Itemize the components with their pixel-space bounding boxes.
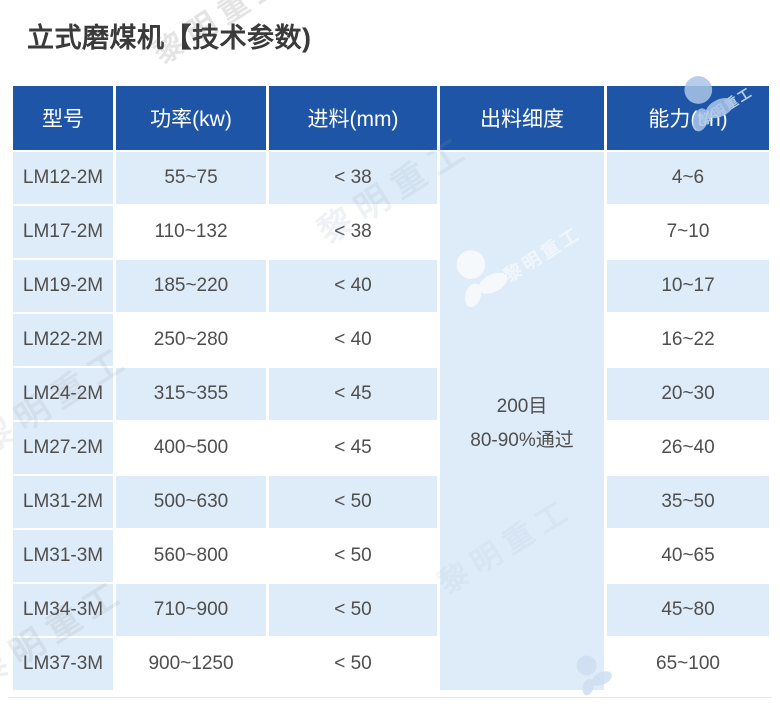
page-title: 立式磨煤机【技术参数) xyxy=(27,23,312,53)
cell-capacity: 40~65 xyxy=(607,530,769,582)
header-power: 功率(kw) xyxy=(116,86,266,150)
header-feed: 进料(mm) xyxy=(269,86,437,150)
cell-output-fineness: 200目 80-90%通过 xyxy=(440,152,604,690)
header-model: 型号 xyxy=(13,86,113,150)
cell-feed: < 50 xyxy=(269,584,437,636)
cell-model: LM22-2M xyxy=(13,314,113,366)
cell-power: 560~800 xyxy=(116,530,266,582)
cell-model: LM34-3M xyxy=(13,584,113,636)
cell-power: 900~1250 xyxy=(116,638,266,690)
cell-capacity: 65~100 xyxy=(607,638,769,690)
spec-table: 型号 功率(kw) 进料(mm) 出料细度 能力(t/h) LM12-2M 55~… xyxy=(10,84,772,692)
table-row: LM31-3M 560~800 < 50 40~65 xyxy=(13,530,769,582)
cell-capacity: 26~40 xyxy=(607,422,769,474)
header-fineness: 出料细度 xyxy=(440,86,604,150)
cell-capacity: 10~17 xyxy=(607,260,769,312)
table-row: LM12-2M 55~75 < 38 200目 80-90%通过 4~6 xyxy=(13,152,769,690)
header-capacity: 能力(t/h) xyxy=(607,86,769,150)
cell-capacity: 16~22 xyxy=(607,314,769,366)
fineness-line2: 80-90%通过 xyxy=(470,429,574,451)
cell-feed: < 40 xyxy=(269,314,437,366)
cell-power: 185~220 xyxy=(116,260,266,312)
table-row: LM19-2M 185~220 < 40 10~17 xyxy=(13,260,769,312)
cell-power: 110~132 xyxy=(116,206,266,258)
table-row: LM31-2M 500~630 < 50 35~50 xyxy=(13,476,769,528)
cell-model: LM31-2M xyxy=(13,476,113,528)
cell-model: LM19-2M xyxy=(13,260,113,312)
table-body: LM12-2M 55~75 < 38 200目 80-90%通过 4~6 LM17-2M 11… xyxy=(13,152,769,690)
cell-feed: < 38 xyxy=(269,152,437,204)
cell-model: LM12-2M xyxy=(13,152,113,204)
cell-power: 315~355 xyxy=(116,368,266,420)
cell-model: LM24-2M xyxy=(13,368,113,420)
cell-feed: < 40 xyxy=(269,260,437,312)
cell-model: LM17-2M xyxy=(13,206,113,258)
table-row: LM24-2M 315~355 < 45 20~30 xyxy=(13,368,769,420)
table-row: LM22-2M 250~280 < 40 16~22 xyxy=(13,314,769,366)
table-bottom-divider xyxy=(8,697,772,698)
cell-capacity: 7~10 xyxy=(607,206,769,258)
cell-model: LM31-3M xyxy=(13,530,113,582)
cell-power: 710~900 xyxy=(116,584,266,636)
cell-power: 500~630 xyxy=(116,476,266,528)
cell-feed: < 50 xyxy=(269,638,437,690)
cell-capacity: 45~80 xyxy=(607,584,769,636)
cell-power: 400~500 xyxy=(116,422,266,474)
cell-power: 250~280 xyxy=(116,314,266,366)
cell-feed: < 45 xyxy=(269,422,437,474)
cell-feed: < 50 xyxy=(269,530,437,582)
cell-feed: < 50 xyxy=(269,476,437,528)
cell-power: 55~75 xyxy=(116,152,266,204)
cell-feed: < 45 xyxy=(269,368,437,420)
table-row: LM27-2M 400~500 < 45 26~40 xyxy=(13,422,769,474)
cell-feed: < 38 xyxy=(269,206,437,258)
cell-model: LM27-2M xyxy=(13,422,113,474)
table-row: LM17-2M 110~132 < 38 7~10 xyxy=(13,206,769,258)
cell-capacity: 20~30 xyxy=(607,368,769,420)
table-row: LM37-3M 900~1250 < 50 65~100 xyxy=(13,638,769,690)
table-header-row: 型号 功率(kw) 进料(mm) 出料细度 能力(t/h) xyxy=(13,86,769,150)
cell-model: LM37-3M xyxy=(13,638,113,690)
table-row: LM34-3M 710~900 < 50 45~80 xyxy=(13,584,769,636)
cell-capacity: 4~6 xyxy=(607,152,769,204)
fineness-line1: 200目 xyxy=(496,395,548,417)
cell-capacity: 35~50 xyxy=(607,476,769,528)
